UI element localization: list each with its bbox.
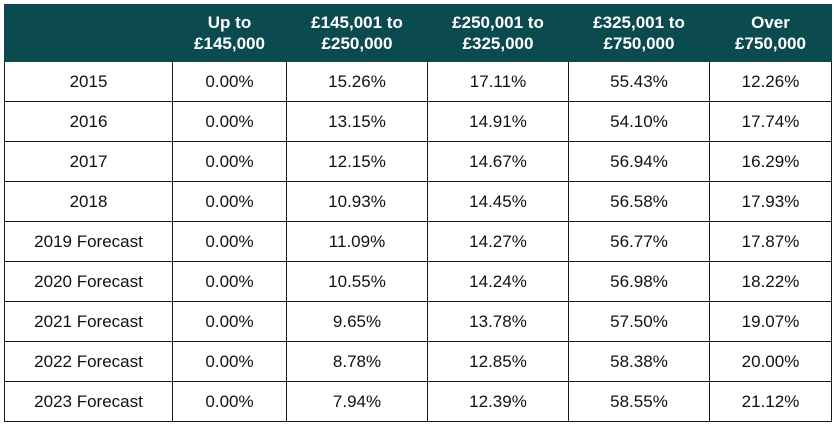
value-cell: 14.27% xyxy=(427,221,569,262)
value-cell: 7.94% xyxy=(286,381,428,422)
value-cell: 0.00% xyxy=(172,141,287,182)
header-cell-band-4: £325,001 to £750,000 xyxy=(568,4,710,62)
value-cell: 13.15% xyxy=(286,101,428,142)
header-cell-band-5: Over £750,000 xyxy=(709,4,832,62)
value-cell: 56.58% xyxy=(568,181,710,222)
value-cell: 0.00% xyxy=(172,301,287,342)
row-label-cell: 2017 xyxy=(4,141,173,182)
table-row: 2019 Forecast 0.00% 11.09% 14.27% 56.77% 17.8… xyxy=(4,221,832,262)
value-cell: 0.00% xyxy=(172,61,287,102)
table-row: 2022 Forecast 0.00% 8.78% 12.85% 58.38% 20.00… xyxy=(4,341,832,382)
value-cell: 14.45% xyxy=(427,181,569,222)
value-cell: 0.00% xyxy=(172,221,287,262)
value-cell: 0.00% xyxy=(172,261,287,302)
table-row: 2017 0.00% 12.15% 14.67% 56.94% 16.29% xyxy=(4,141,832,182)
row-label-cell: 2023 Forecast xyxy=(4,381,173,422)
row-label-cell: 2020 Forecast xyxy=(4,261,173,302)
value-cell: 21.12% xyxy=(709,381,832,422)
header-cell-band-3: £250,001 to £325,000 xyxy=(427,4,569,62)
value-cell: 16.29% xyxy=(709,141,832,182)
value-cell: 15.26% xyxy=(286,61,428,102)
row-label-cell: 2021 Forecast xyxy=(4,301,173,342)
row-label-cell: 2022 Forecast xyxy=(4,341,173,382)
value-cell: 9.65% xyxy=(286,301,428,342)
value-cell: 14.67% xyxy=(427,141,569,182)
header-cell-band-1: Up to £145,000 xyxy=(172,4,287,62)
value-cell: 14.24% xyxy=(427,261,569,302)
value-cell: 56.94% xyxy=(568,141,710,182)
value-cell: 0.00% xyxy=(172,341,287,382)
row-label-cell: 2016 xyxy=(4,101,173,142)
value-cell: 58.55% xyxy=(568,381,710,422)
value-cell: 20.00% xyxy=(709,341,832,382)
value-cell: 14.91% xyxy=(427,101,569,142)
header-cell-band-2: £145,001 to £250,000 xyxy=(286,4,428,62)
data-table: Up to £145,000 £145,001 to £250,000 £250… xyxy=(4,4,832,422)
value-cell: 17.11% xyxy=(427,61,569,102)
value-cell: 12.26% xyxy=(709,61,832,102)
header-cell-corner xyxy=(4,4,173,62)
value-cell: 12.39% xyxy=(427,381,569,422)
value-cell: 8.78% xyxy=(286,341,428,382)
header-row: Up to £145,000 £145,001 to £250,000 £250… xyxy=(4,4,832,62)
value-cell: 17.87% xyxy=(709,221,832,262)
value-cell: 18.22% xyxy=(709,261,832,302)
value-cell: 54.10% xyxy=(568,101,710,142)
table-row: 2016 0.00% 13.15% 14.91% 54.10% 17.74% xyxy=(4,101,832,142)
value-cell: 12.15% xyxy=(286,141,428,182)
table-row: 2021 Forecast 0.00% 9.65% 13.78% 57.50% 19.07… xyxy=(4,301,832,342)
value-cell: 55.43% xyxy=(568,61,710,102)
value-cell: 19.07% xyxy=(709,301,832,342)
table-row: 2023 Forecast 0.00% 7.94% 12.39% 58.55% 21.12… xyxy=(4,381,832,422)
row-label-cell: 2018 xyxy=(4,181,173,222)
value-cell: 0.00% xyxy=(172,101,287,142)
table-row: 2020 Forecast 0.00% 10.55% 14.24% 56.98% 18.2… xyxy=(4,261,832,302)
row-label-cell: 2019 Forecast xyxy=(4,221,173,262)
row-label-cell: 2015 xyxy=(4,61,173,102)
value-cell: 58.38% xyxy=(568,341,710,382)
value-cell: 56.98% xyxy=(568,261,710,302)
value-cell: 0.00% xyxy=(172,381,287,422)
table-row: 2015 0.00% 15.26% 17.11% 55.43% 12.26% xyxy=(4,61,832,102)
value-cell: 56.77% xyxy=(568,221,710,262)
table-body: 2015 0.00% 15.26% 17.11% 55.43% 12.26% 2016 0.0… xyxy=(4,61,832,422)
value-cell: 10.55% xyxy=(286,261,428,302)
value-cell: 17.74% xyxy=(709,101,832,142)
table-row: 2018 0.00% 10.93% 14.45% 56.58% 17.93% xyxy=(4,181,832,222)
value-cell: 57.50% xyxy=(568,301,710,342)
value-cell: 17.93% xyxy=(709,181,832,222)
value-cell: 0.00% xyxy=(172,181,287,222)
table-container: Up to £145,000 £145,001 to £250,000 £250… xyxy=(4,4,832,422)
value-cell: 10.93% xyxy=(286,181,428,222)
value-cell: 12.85% xyxy=(427,341,569,382)
value-cell: 11.09% xyxy=(286,221,428,262)
value-cell: 13.78% xyxy=(427,301,569,342)
